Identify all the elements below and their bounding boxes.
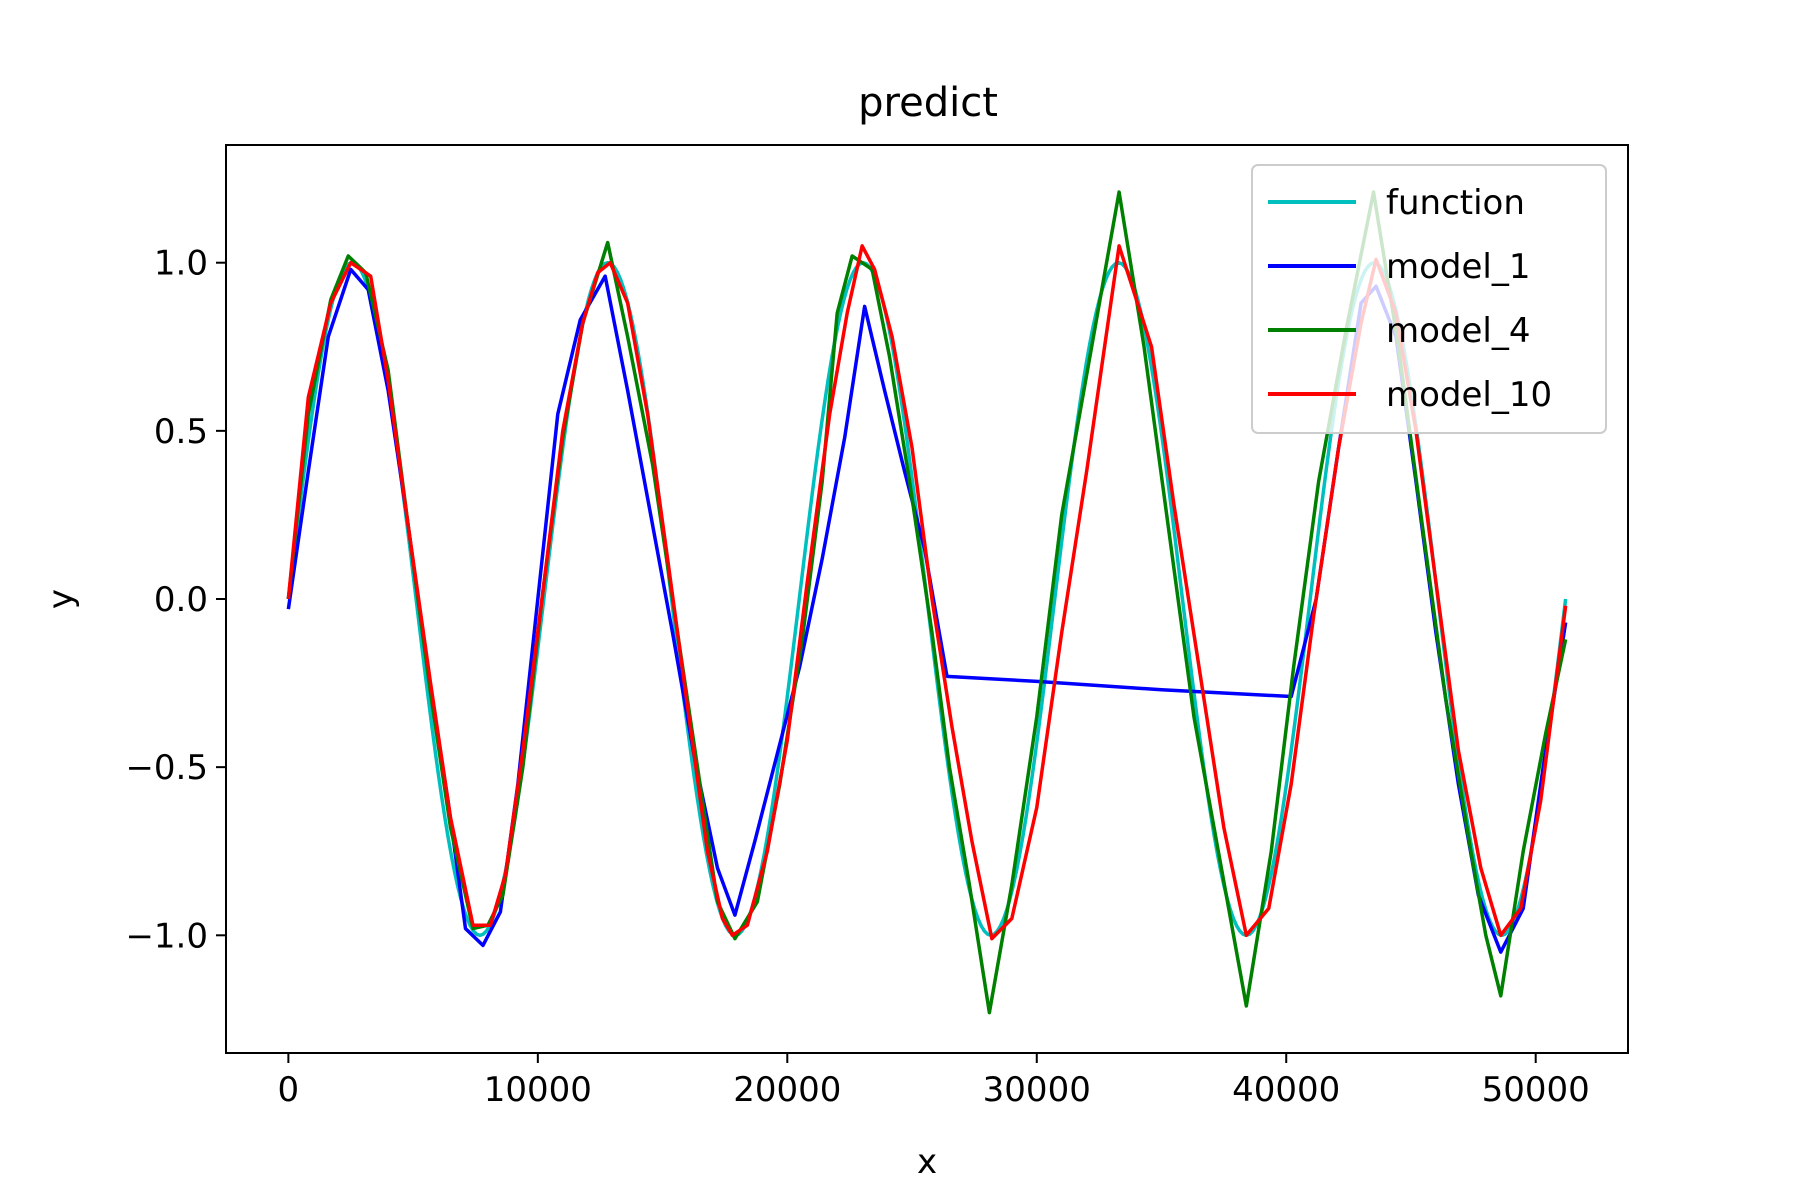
y-tick-label: −1.0 bbox=[125, 916, 208, 956]
y-tick-label: 1.0 bbox=[154, 244, 208, 284]
legend-label-model-1: model_1 bbox=[1386, 247, 1531, 287]
legend-label-function: function bbox=[1386, 183, 1525, 223]
y-axis: 1.0 0.5 0.0 −0.5 −1.0 bbox=[125, 244, 226, 956]
x-tick-label: 10000 bbox=[484, 1070, 592, 1110]
chart-title: predict bbox=[858, 80, 998, 126]
legend-box bbox=[1251, 164, 1607, 434]
legend-label-model-4: model_4 bbox=[1386, 311, 1531, 351]
x-tick-label: 20000 bbox=[733, 1070, 841, 1110]
x-tick-label: 50000 bbox=[1482, 1070, 1590, 1110]
x-axis-label: x bbox=[917, 1142, 937, 1182]
x-tick-label: 30000 bbox=[983, 1070, 1091, 1110]
y-axis-label: y bbox=[41, 589, 81, 609]
x-axis: 0 10000 20000 30000 40000 50000 bbox=[278, 1053, 1590, 1110]
y-tick-label: 0.5 bbox=[154, 412, 208, 452]
x-tick-label: 40000 bbox=[1232, 1070, 1340, 1110]
legend: function model_1 model_4 model_10 bbox=[1251, 164, 1607, 434]
y-tick-label: 0.0 bbox=[154, 580, 208, 620]
y-tick-label: −0.5 bbox=[125, 748, 208, 788]
x-tick-label: 0 bbox=[278, 1070, 300, 1110]
legend-label-model-10: model_10 bbox=[1386, 375, 1552, 415]
